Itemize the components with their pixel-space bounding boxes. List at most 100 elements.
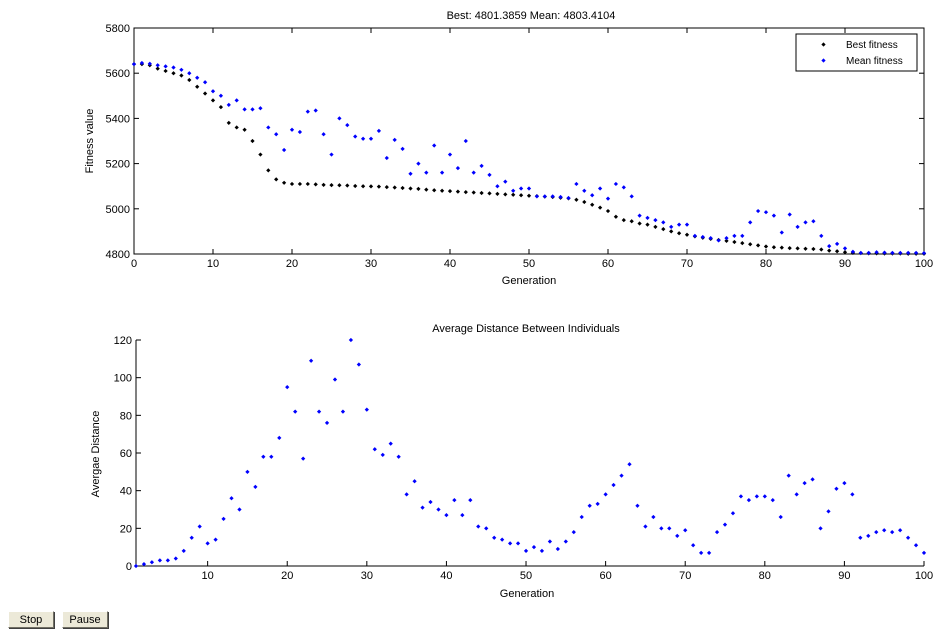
distance-point — [619, 473, 624, 478]
distance-point — [165, 558, 170, 563]
stop-button[interactable]: Stop — [8, 611, 54, 628]
best-fitness-point — [795, 246, 800, 251]
distance-point — [714, 529, 720, 535]
mean-fitness-point — [171, 65, 176, 70]
mean-fitness-point — [700, 234, 705, 240]
distance-x-tick-label: 30 — [361, 570, 373, 582]
distance-point — [866, 533, 871, 538]
distance-point — [460, 513, 465, 518]
mean-fitness-point — [629, 194, 634, 199]
mean-fitness-point — [471, 170, 476, 175]
distance-point — [404, 492, 409, 497]
best-fitness-point — [637, 221, 642, 226]
distance-point — [921, 550, 927, 555]
mean-fitness-point — [424, 170, 429, 175]
fitness-y-tick-label: 5400 — [106, 113, 130, 125]
best-fitness-point — [684, 232, 690, 237]
distance-point — [141, 561, 147, 567]
mean-fitness-point — [487, 172, 492, 178]
distance-point — [810, 477, 815, 482]
best-fitness-point — [503, 192, 508, 197]
best-fitness-point — [187, 77, 192, 83]
pause-button[interactable]: Pause — [62, 611, 108, 628]
best-fitness-point — [653, 224, 658, 230]
mean-fitness-point — [574, 181, 579, 187]
best-fitness-point — [281, 180, 287, 185]
best-fitness-point — [669, 229, 674, 234]
mean-fitness-point — [447, 152, 453, 157]
distance-point — [229, 496, 234, 501]
fitness-x-tick-label: 50 — [523, 258, 535, 270]
distance-y-tick-label: 120 — [114, 335, 132, 347]
distance-point — [221, 516, 226, 522]
best-fitness-point — [526, 193, 532, 198]
distance-point — [324, 420, 330, 425]
distance-point — [173, 556, 178, 561]
mean-fitness-point — [392, 137, 397, 142]
distance-y-ticks: 0 20 40 60 80 100 120 — [114, 335, 141, 573]
mean-fitness-point — [408, 171, 413, 176]
mean-fitness-point — [226, 102, 231, 107]
distance-x-tick-label: 50 — [520, 570, 532, 582]
distance-point — [706, 550, 712, 555]
mean-fitness-point — [669, 224, 674, 230]
best-fitness-point — [234, 125, 239, 130]
mean-fitness-point — [787, 212, 792, 217]
mean-fitness-point — [439, 170, 445, 175]
mean-fitness-point — [202, 80, 208, 85]
best-fitness-point — [424, 187, 429, 192]
mean-fitness-point — [582, 188, 587, 193]
best-fitness-point — [463, 189, 468, 195]
distance-point — [523, 548, 529, 554]
fitness-x-tick-label: 10 — [207, 258, 219, 270]
mean-fitness-point — [321, 132, 326, 137]
distance-x-tick-label: 20 — [281, 570, 293, 582]
mean-fitness-point — [819, 233, 824, 239]
distance-point — [269, 454, 274, 459]
distance-point — [874, 529, 879, 535]
fitness-x-tick-label: 90 — [839, 258, 851, 270]
distance-point — [468, 497, 473, 503]
fitness-y-axis-label: Fitness value — [84, 109, 96, 174]
mean-fitness-point — [376, 128, 382, 133]
best-fitness-point — [574, 197, 579, 202]
distance-point — [635, 503, 640, 508]
distance-point — [897, 528, 903, 533]
mean-fitness-point — [748, 220, 753, 225]
distance-point — [730, 511, 736, 516]
fitness-x-tick-label: 80 — [760, 258, 772, 270]
mean-fitness-point — [898, 250, 903, 255]
mean-fitness-point — [842, 246, 848, 251]
distance-axes-lines — [135, 340, 924, 567]
best-fitness-point — [439, 188, 445, 193]
best-fitness-point — [755, 243, 761, 248]
distance-point — [277, 435, 282, 441]
distance-point — [667, 526, 672, 531]
distance-point — [563, 539, 568, 544]
distance-point — [754, 494, 759, 499]
mean-fitness-point — [479, 163, 484, 168]
legend-label-best: Best fitness — [846, 40, 898, 51]
mean-fitness-point — [526, 186, 532, 191]
distance-point — [571, 529, 576, 535]
fitness-y-ticks: 4800 5000 5200 5400 5600 5800 — [106, 23, 924, 261]
best-fitness-point — [258, 152, 263, 157]
distance-point — [197, 524, 202, 529]
mean-fitness-point — [906, 250, 911, 255]
distance-x-tick-label: 40 — [440, 570, 452, 582]
best-fitness-point — [803, 246, 808, 251]
mean-fitness-point — [590, 193, 595, 198]
best-fitness-point — [179, 73, 184, 78]
best-fitness-point — [819, 247, 824, 252]
distance-point — [531, 545, 537, 550]
mean-fitness-point — [874, 250, 879, 255]
distance-point — [786, 473, 791, 478]
best-fitness-point — [400, 185, 405, 191]
best-fitness-point — [613, 214, 619, 219]
mean-fitness-point — [803, 220, 808, 225]
distance-point — [444, 513, 449, 518]
best-fitness-point — [471, 190, 476, 195]
mean-fitness-point — [400, 146, 405, 152]
mean-fitness-point — [495, 184, 500, 189]
mean-fitness-point — [187, 71, 192, 76]
